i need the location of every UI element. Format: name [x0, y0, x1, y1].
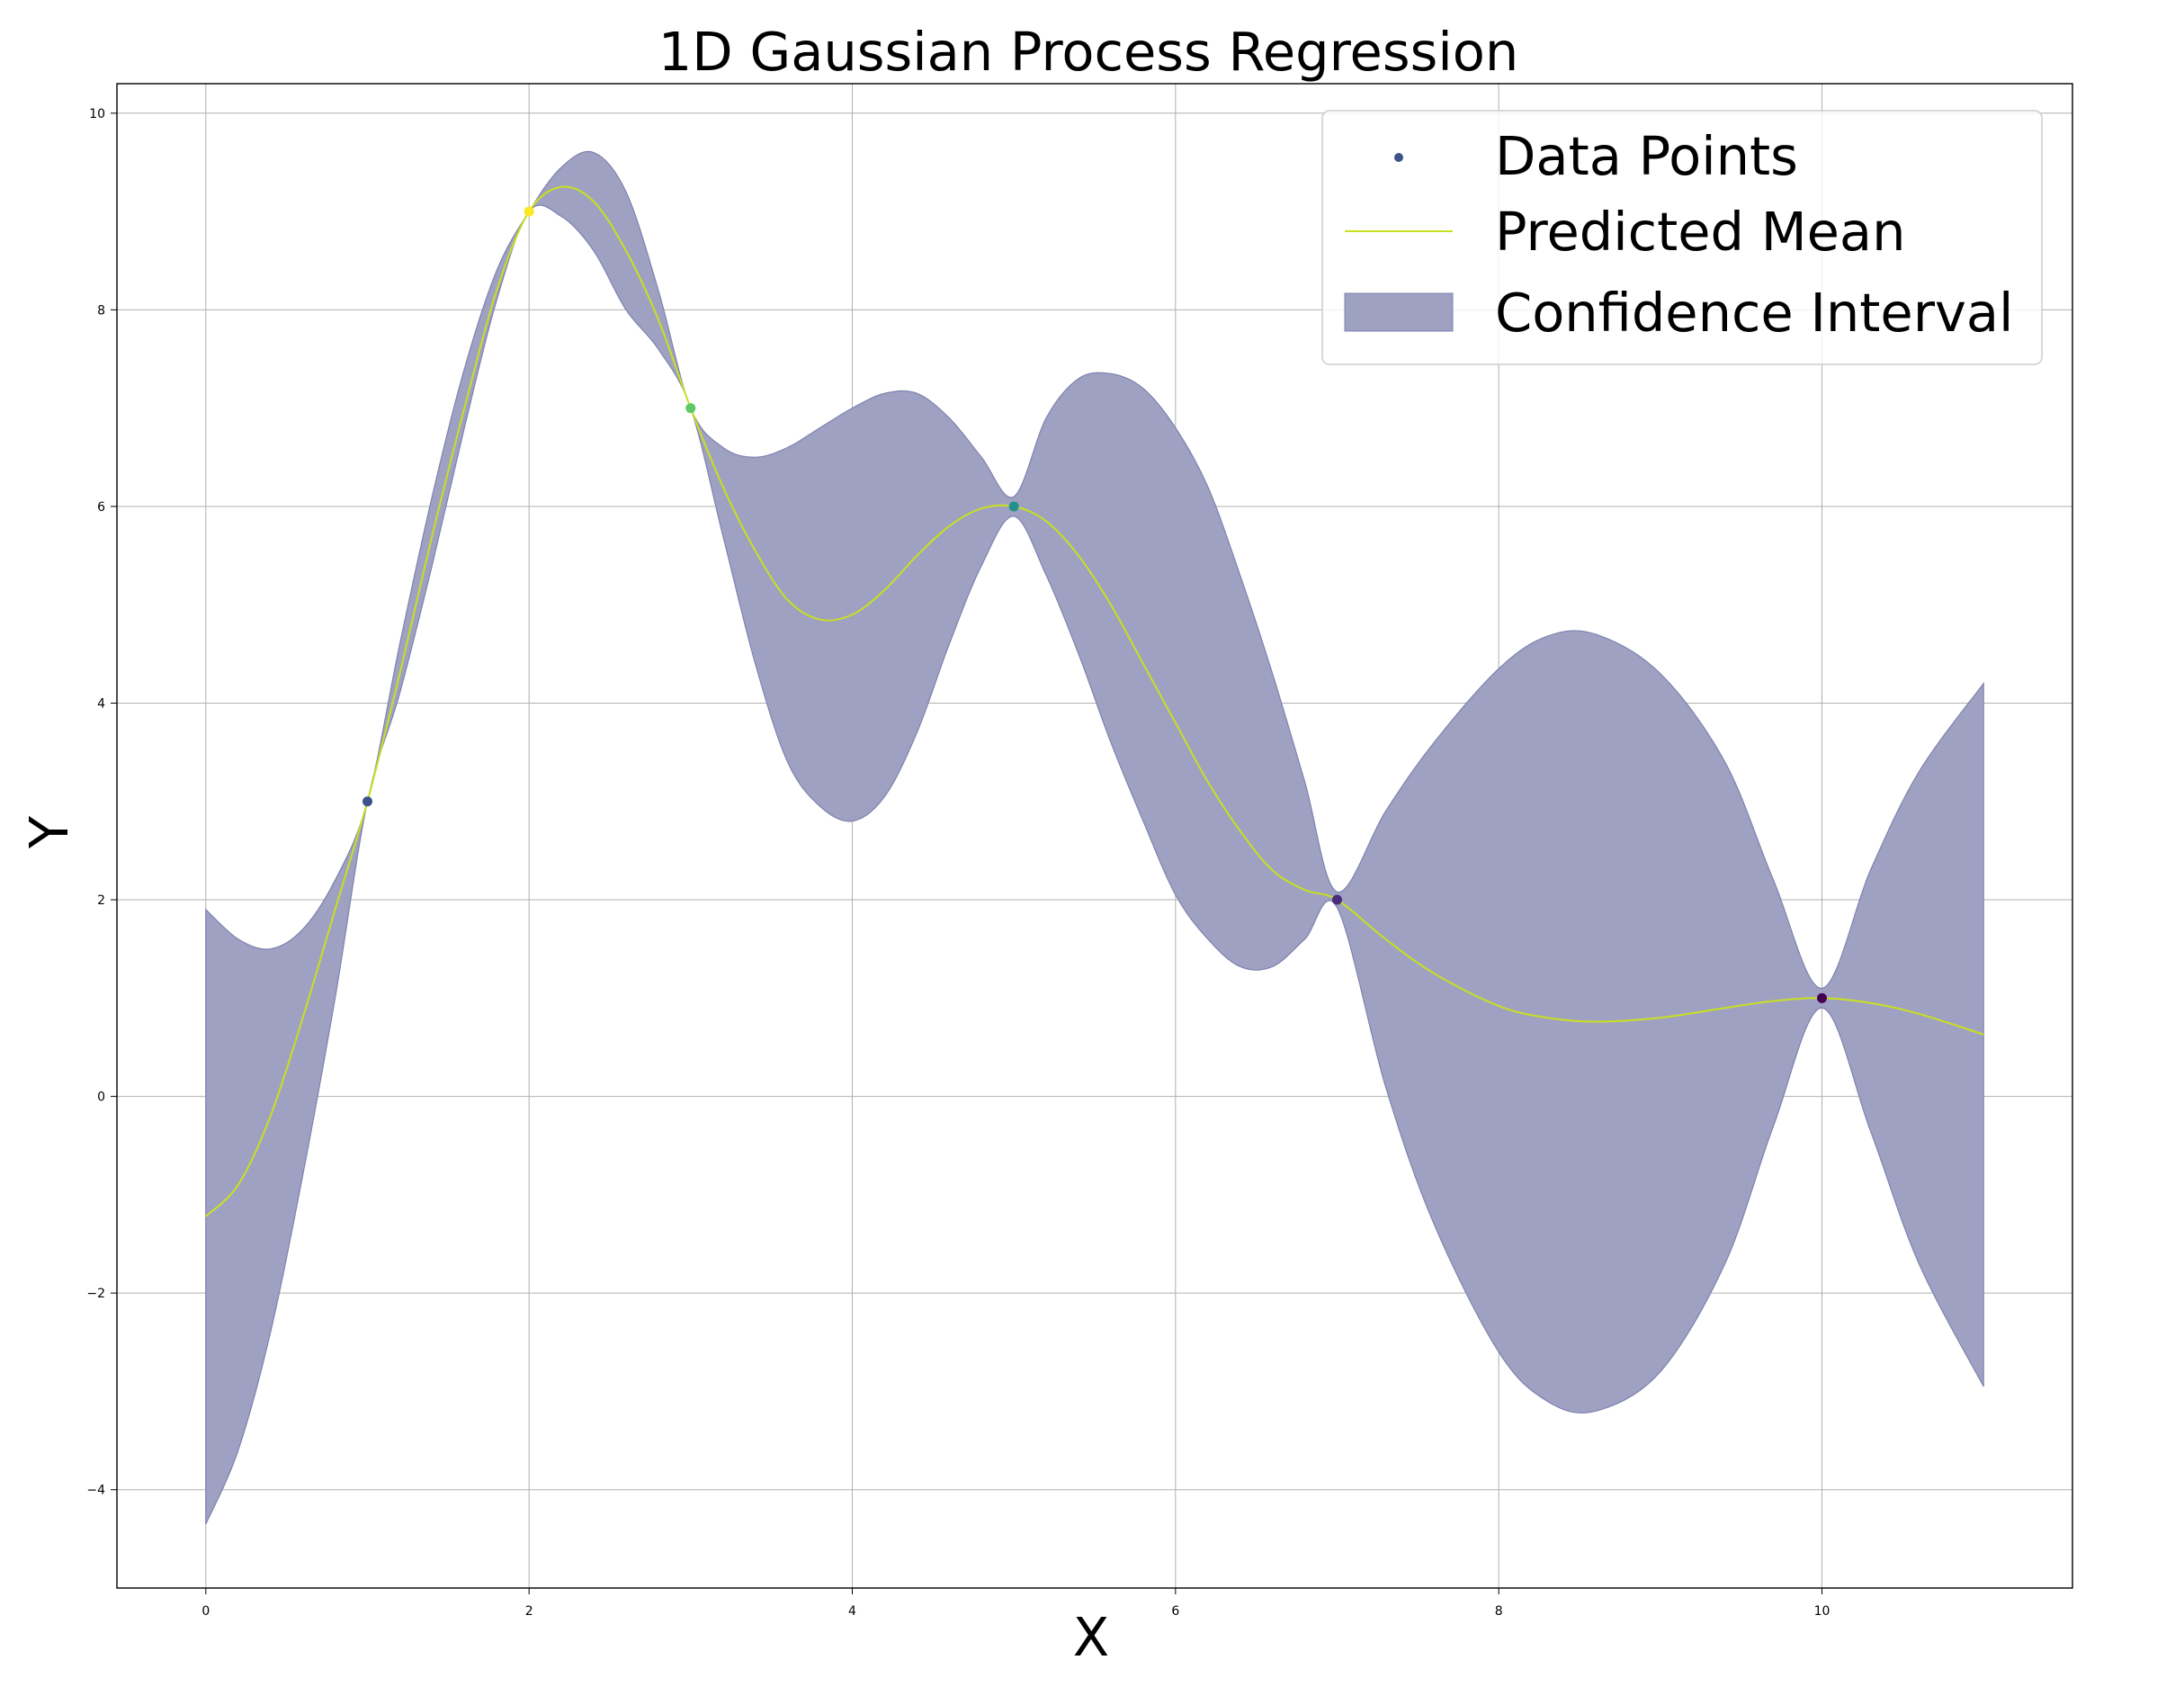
y-axis-ticks: −4 −2 0 2 4 6 8 10 [86, 107, 117, 1498]
legend-data-points-marker [1394, 153, 1403, 162]
legend-predicted-mean-label: Predicted Mean [1495, 201, 1905, 263]
y-axis-label: Y [18, 815, 80, 849]
confidence-band-group [205, 150, 1984, 1525]
legend: Data Points Predicted Mean Confidence In… [1321, 110, 2043, 365]
y-tick-label: 6 [97, 500, 105, 515]
x-tick-label: 0 [201, 1604, 210, 1619]
y-tick-label: 10 [89, 107, 105, 121]
legend-confidence-interval-label: Confidence Interval [1495, 282, 2013, 344]
legend-data-points-label: Data Points [1495, 125, 1798, 187]
data-point [685, 403, 696, 414]
x-tick-label: 2 [525, 1604, 533, 1619]
x-axis-ticks: 0 2 4 6 8 10 [201, 1588, 1830, 1619]
data-point [1332, 894, 1343, 905]
data-point [1817, 992, 1828, 1003]
legend-box [1321, 110, 2043, 365]
legend-confidence-patch [1344, 292, 1454, 332]
data-point [524, 206, 534, 217]
y-tick-label: 8 [97, 303, 105, 318]
predicted-mean-line [205, 185, 1984, 1217]
x-tick-label: 6 [1171, 1604, 1179, 1619]
y-tick-label: 4 [97, 696, 105, 711]
confidence-interval-band [205, 150, 1984, 1525]
data-points-group [362, 206, 1828, 1003]
x-axis-label: X [1073, 1606, 1109, 1668]
chart-title: 1D Gaussian Process Regression [658, 21, 1518, 83]
x-tick-label: 8 [1495, 1604, 1503, 1619]
y-tick-label: −2 [86, 1287, 105, 1301]
data-point [1008, 501, 1019, 512]
y-tick-label: 2 [97, 893, 105, 908]
y-tick-label: −4 [86, 1484, 105, 1498]
y-tick-label: 0 [97, 1090, 105, 1105]
x-tick-label: 4 [848, 1604, 856, 1619]
predicted-mean-group [205, 185, 1984, 1217]
plot-frame [116, 83, 2073, 1589]
data-point [362, 796, 372, 807]
x-tick-label: 10 [1814, 1604, 1830, 1619]
